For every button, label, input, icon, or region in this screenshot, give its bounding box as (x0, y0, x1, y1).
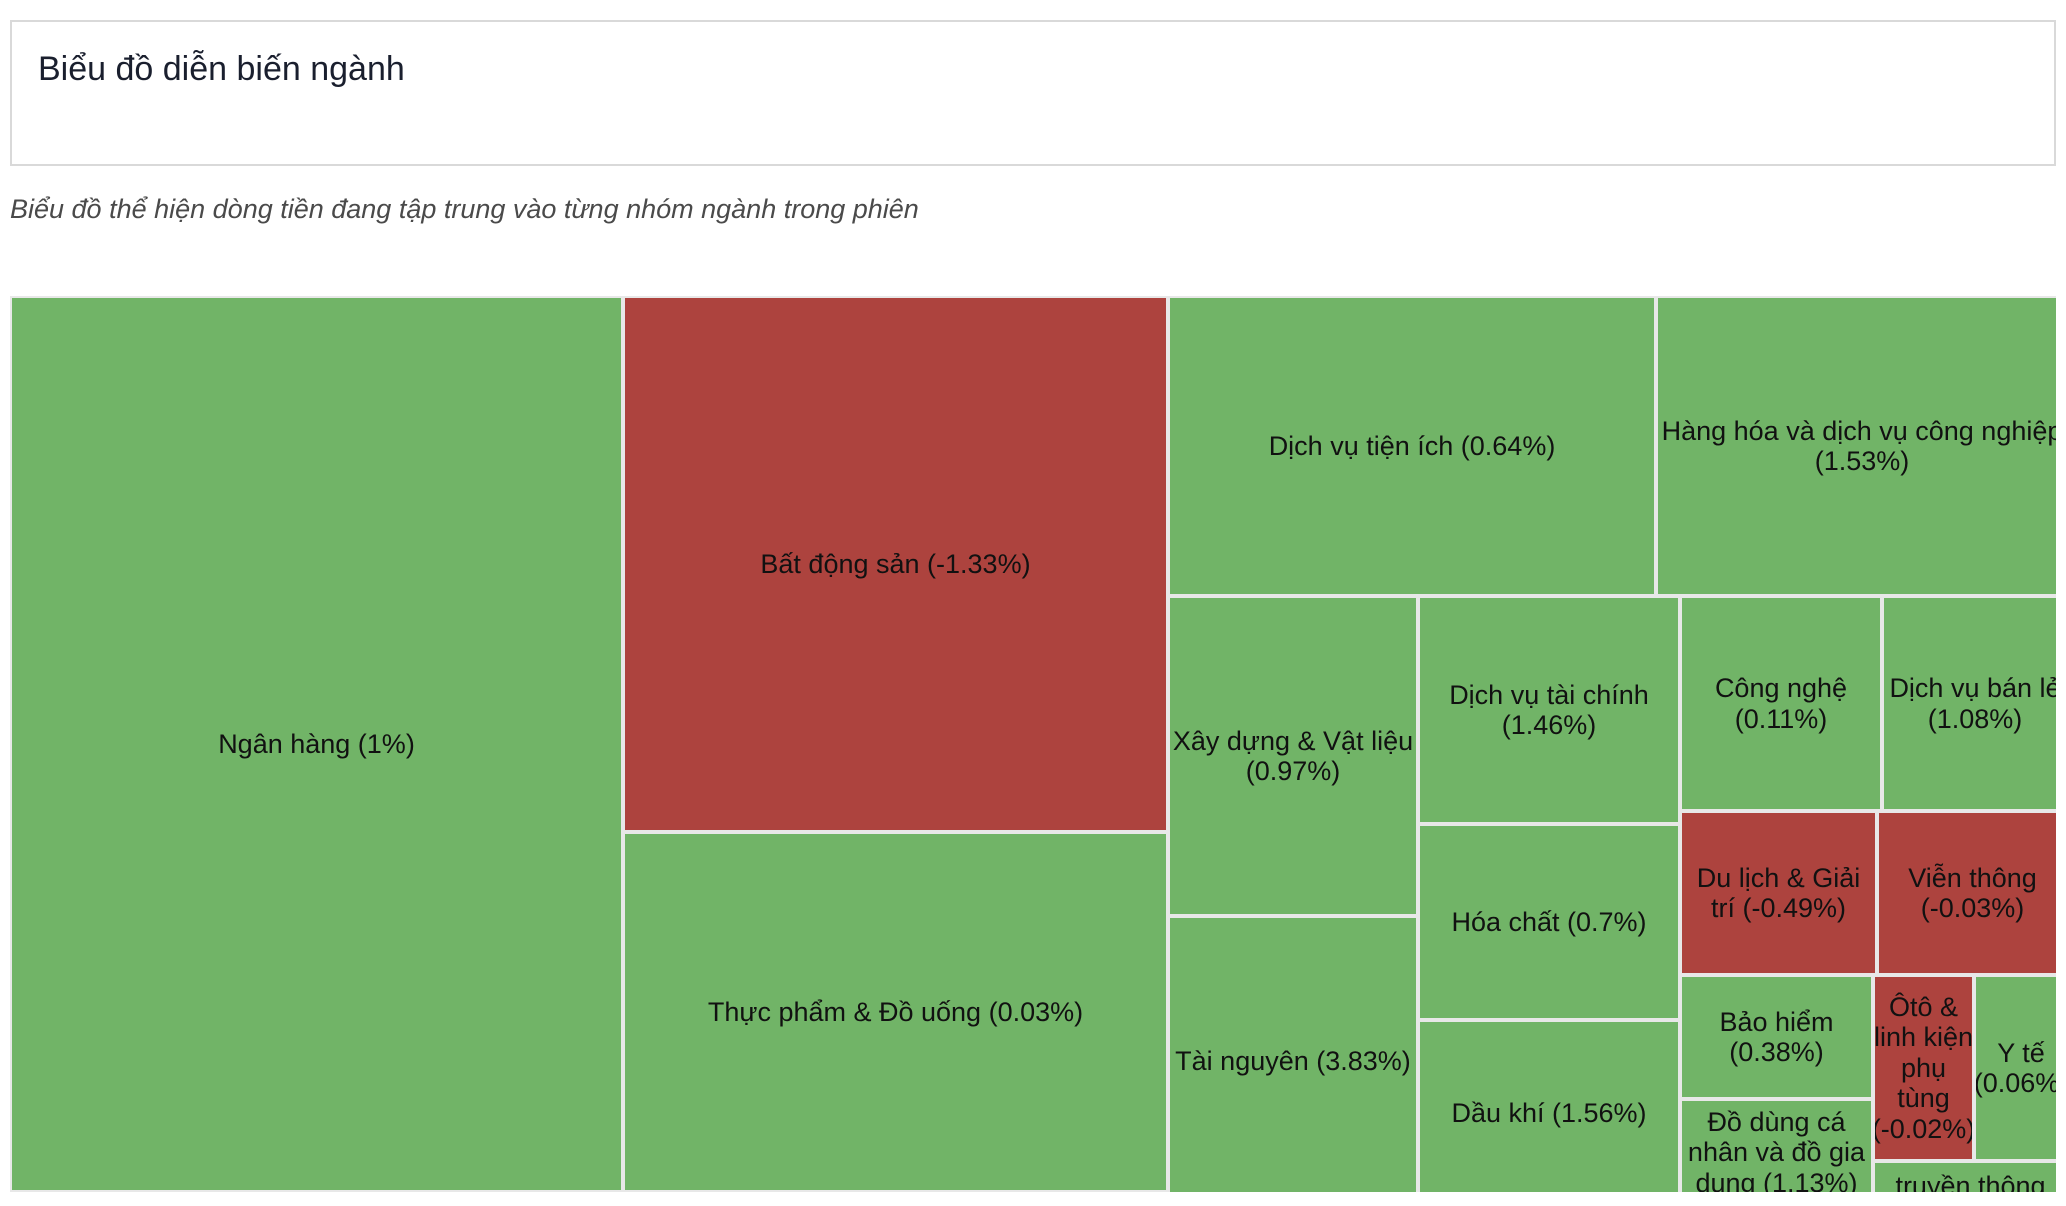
tile-du-lich-giai-tri[interactable]: Du lịch & Giải trí (-0.49%) (1680, 811, 1877, 975)
tile-dich-vu-tien-ich[interactable]: Dịch vụ tiện ích (0.64%) (1168, 296, 1656, 596)
tile-hoa-chat[interactable]: Hóa chất (0.7%) (1418, 824, 1680, 1020)
tile-dich-vu-ban-le[interactable]: Dịch vụ bán lẻ (1.08%) (1882, 596, 2056, 811)
tile-label: Tài nguyên (3.83%) (1175, 1045, 1411, 1076)
tile-vien-thong[interactable]: Viễn thông (-0.03%) (1877, 811, 2056, 975)
tile-bat-dong-san[interactable]: Bất động sản (-1.33%) (623, 296, 1168, 832)
tile-label: Xây dựng & Vật liệu (0.97%) (1172, 725, 1414, 787)
chart-subtitle: Biểu đồ thể hiện dòng tiền đang tập trun… (10, 194, 919, 224)
tile-label: Công nghệ (0.11%) (1714, 673, 1848, 734)
tile-truyen-thong[interactable]: truyền thông (1873, 1161, 2056, 1192)
tile-label: Viễn thông (-0.03%) (1908, 862, 2037, 924)
tile-ngan-hang[interactable]: Ngân hàng (1%) (10, 296, 623, 1192)
chart-header-box (10, 20, 2056, 166)
tile-label: Bất động sản (-1.33%) (760, 548, 1031, 579)
tile-y-te[interactable]: Y tế (0.06%) (1974, 975, 2056, 1161)
tile-label: truyền thông (1895, 1171, 2046, 1192)
tile-label: Du lịch & Giải trí (-0.49%) (1696, 862, 1861, 924)
tile-label: Y tế (0.06%) (1974, 1037, 2056, 1099)
tile-dau-khi[interactable]: Dầu khí (1.56%) (1418, 1020, 1680, 1192)
tile-label: Hóa chất (0.7%) (1451, 906, 1647, 937)
tile-dich-vu-tai-chinh[interactable]: Dịch vụ tài chính (1.46%) (1418, 596, 1680, 824)
tile-cong-nghe[interactable]: Công nghệ (0.11%) (1680, 596, 1882, 811)
tile-label: Dịch vụ bán lẻ (1.08%) (1889, 673, 2056, 734)
chart-title: Biểu đồ diễn biến ngành (38, 50, 405, 88)
tile-label: Ôtô & linh kiện phụ tùng (-0.02%) (1873, 991, 1974, 1144)
tile-label: Dịch vụ tiện ích (0.64%) (1268, 430, 1556, 461)
tile-thuc-pham-do-uong[interactable]: Thực phẩm & Đồ uống (0.03%) (623, 832, 1168, 1192)
tile-label: Bảo hiểm (0.38%) (1719, 1006, 1834, 1068)
industry-treemap: Ngân hàng (1%) Bất động sản (-1.33%) Thực … (10, 296, 2056, 1192)
tile-label: Dầu khí (1.56%) (1451, 1097, 1647, 1128)
tile-bao-hiem[interactable]: Bảo hiểm (0.38%) (1680, 975, 1873, 1099)
tile-label: Thực phẩm & Đồ uống (0.03%) (707, 996, 1084, 1027)
tile-oto-linh-kien-phu-tung[interactable]: Ôtô & linh kiện phụ tùng (-0.02%) (1873, 975, 1974, 1161)
tile-do-dung-ca-nhan-gia-dung[interactable]: Đồ dùng cá nhân và đồ gia dụng (1.13%) (1680, 1099, 1873, 1192)
tile-label: Dịch vụ tài chính (1.46%) (1449, 679, 1649, 741)
tile-hang-hoa-dich-vu-cong-nghiep[interactable]: Hàng hóa và dịch vụ công nghiệp (1.53%) (1656, 296, 2056, 596)
tile-label: Hàng hóa và dịch vụ công nghiệp (1.53%) (1661, 415, 2056, 477)
tile-label: Ngân hàng (1%) (218, 728, 415, 759)
tile-xay-dung-vat-lieu[interactable]: Xây dựng & Vật liệu (0.97%) (1168, 596, 1418, 916)
tile-label: Đồ dùng cá nhân và đồ gia dụng (1.13%) (1687, 1106, 1866, 1192)
tile-tai-nguyen[interactable]: Tài nguyên (3.83%) (1168, 916, 1418, 1192)
